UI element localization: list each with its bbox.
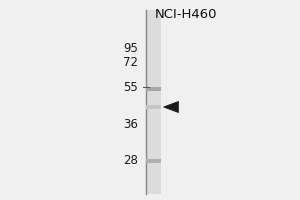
Text: 28: 28 <box>123 154 138 168</box>
Text: NCI-H460: NCI-H460 <box>155 7 217 21</box>
Bar <box>146 10 160 194</box>
Bar <box>146 105 160 109</box>
Text: 36: 36 <box>123 117 138 130</box>
Text: 72: 72 <box>123 55 138 68</box>
Polygon shape <box>164 101 178 113</box>
Text: 55: 55 <box>123 81 138 94</box>
Text: 95: 95 <box>123 43 138 55</box>
Bar <box>146 159 160 163</box>
Bar <box>146 87 160 91</box>
